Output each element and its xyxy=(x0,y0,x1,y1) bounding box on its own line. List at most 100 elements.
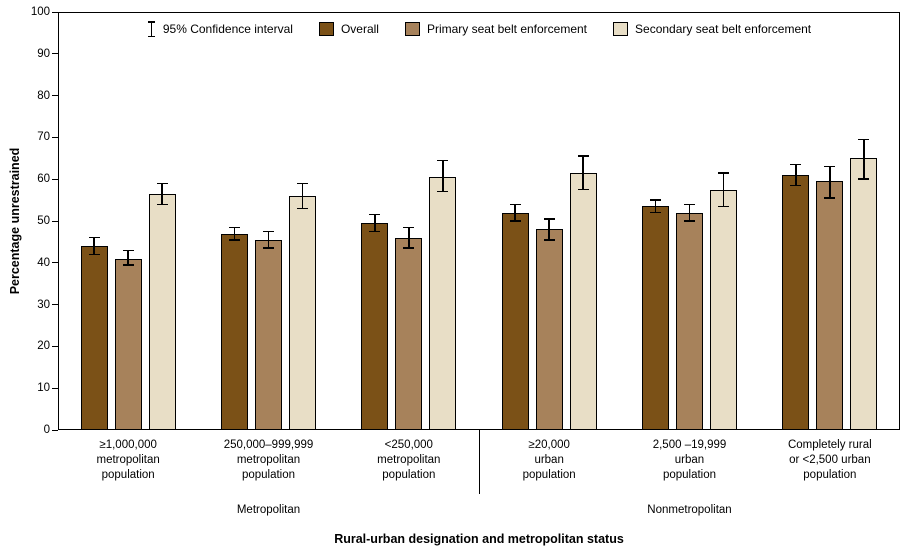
error-bar-overall-5 xyxy=(795,164,797,186)
category-label-line: population xyxy=(101,469,155,481)
error-bar-cap-top xyxy=(88,236,100,239)
category-label-line: population xyxy=(662,469,717,481)
error-bar-cap-bottom xyxy=(824,197,836,199)
error-bar-cap-top xyxy=(858,138,870,141)
error-bar-cap-bottom xyxy=(403,247,415,249)
legend-swatch-primary-enforcement xyxy=(404,22,420,36)
metro-nonmetro-divider xyxy=(479,430,480,494)
y-axis-tick-label: 0 xyxy=(43,424,50,436)
error-bar-cap-top xyxy=(509,203,521,206)
error-bar-primary-seat-belt-enforcement-0 xyxy=(127,250,129,265)
y-axis-tick xyxy=(52,178,58,180)
bar-overall-1 xyxy=(221,233,248,430)
error-bar-cap-bottom xyxy=(684,220,695,222)
legend-label-secondary-enforcement: Secondary seat belt enforcement xyxy=(635,22,812,36)
bar-overall-3 xyxy=(501,212,529,430)
error-bar-overall-0 xyxy=(93,237,95,255)
legend-label-primary-enforcement: Primary seat belt enforcement xyxy=(426,22,588,36)
legend-item-confidence-interval: 95% Confidence interval xyxy=(147,21,293,37)
error-bar-cap-top xyxy=(263,230,274,233)
category-label-line: population xyxy=(803,469,857,481)
error-bar-cap-bottom xyxy=(156,203,168,206)
error-bar-secondary-seat-belt-enforcement-5 xyxy=(863,139,865,180)
bar-primary-seat-belt-enforcement-0 xyxy=(114,258,142,430)
error-bar-primary-seat-belt-enforcement-4 xyxy=(688,204,691,221)
category-label-line: ≥1,000,000 xyxy=(99,439,157,451)
axis-group-label-metropolitan: Metropolitan xyxy=(236,504,301,516)
confidence-interval-icon xyxy=(147,21,156,37)
y-axis-tick xyxy=(52,11,58,13)
category-label-line: 250,000–999,999 xyxy=(223,439,314,451)
category-label-line: metropolitan xyxy=(377,454,441,466)
bar-primary-seat-belt-enforcement-5 xyxy=(816,181,844,430)
y-axis-tick-label: 80 xyxy=(37,89,50,102)
error-bar-primary-seat-belt-enforcement-2 xyxy=(408,227,410,249)
x-axis-title: Rural-urban designation and metropolitan… xyxy=(334,532,624,546)
bar-secondary-seat-belt-enforcement-3 xyxy=(569,172,597,430)
error-bar-primary-seat-belt-enforcement-5 xyxy=(829,166,831,198)
category-label-line: or <2,500 urban xyxy=(789,454,871,466)
category-label-line: urban xyxy=(674,454,705,466)
bar-primary-seat-belt-enforcement-1 xyxy=(255,239,282,430)
legend: 95% Confidence interval Overall Primary … xyxy=(58,21,900,37)
bar-overall-2 xyxy=(361,223,389,430)
legend-swatch-overall xyxy=(318,22,334,36)
category-label-line: population xyxy=(382,469,436,481)
error-bar-cap-bottom xyxy=(88,253,100,256)
bar-primary-seat-belt-enforcement-2 xyxy=(395,237,423,430)
legend-item-primary-enforcement: Primary seat belt enforcement xyxy=(404,22,588,36)
category-label-line: <250,000 xyxy=(384,439,433,451)
category-label-line: ≥20,000 xyxy=(528,439,570,451)
y-axis-tick-label: 70 xyxy=(37,131,50,144)
axis-group-label-nonmetropolitan: Nonmetropolitan xyxy=(647,504,732,516)
bar-secondary-seat-belt-enforcement-5 xyxy=(850,158,878,430)
legend-label-overall: Overall xyxy=(340,22,379,36)
category-label-line: population xyxy=(522,469,576,481)
error-bar-cap-top xyxy=(229,226,240,229)
y-axis-tick xyxy=(52,95,58,97)
error-bar-secondary-seat-belt-enforcement-3 xyxy=(582,156,584,190)
error-bar-cap-top xyxy=(790,163,802,166)
error-bar-cap-top xyxy=(156,182,168,185)
error-bar-cap-top xyxy=(122,249,134,251)
legend-swatch-secondary-enforcement xyxy=(613,22,629,36)
error-bar-cap-bottom xyxy=(509,220,521,222)
y-axis-tick xyxy=(52,304,58,306)
category-label-line: urban xyxy=(534,454,564,466)
error-bar-secondary-seat-belt-enforcement-0 xyxy=(161,183,163,205)
bar-overall-5 xyxy=(782,175,810,430)
category-label-line: metropolitan xyxy=(96,454,160,466)
y-axis-tick-label: 90 xyxy=(37,47,50,60)
bar-secondary-seat-belt-enforcement-4 xyxy=(710,189,737,430)
bar-primary-seat-belt-enforcement-3 xyxy=(535,229,563,430)
y-axis-tick-label: 60 xyxy=(37,173,50,186)
error-bar-overall-3 xyxy=(514,204,516,221)
y-axis-tick-label: 40 xyxy=(37,256,50,269)
category-label-4: 2,500 –19,999 urban population xyxy=(610,438,770,483)
error-bar-cap-bottom xyxy=(650,211,661,214)
category-label-5: Completely rural or <2,500 urban populatio… xyxy=(750,438,909,483)
y-axis-tick xyxy=(52,429,58,431)
error-bar-primary-seat-belt-enforcement-3 xyxy=(548,218,550,240)
category-label-3: ≥20,000 urban population xyxy=(469,438,629,483)
y-axis-tick xyxy=(52,262,58,264)
error-bar-cap-bottom xyxy=(543,239,555,241)
category-label-1: 250,000–999,999 metropolitan population xyxy=(189,438,349,483)
error-bar-secondary-seat-belt-enforcement-4 xyxy=(722,172,725,207)
error-bar-cap-top xyxy=(718,172,729,174)
error-bar-cap-top xyxy=(369,213,381,216)
legend-item-secondary-enforcement: Secondary seat belt enforcement xyxy=(613,22,811,36)
error-bar-cap-bottom xyxy=(790,184,802,187)
plot-area xyxy=(58,12,900,430)
y-axis-tick-label: 50 xyxy=(37,215,50,227)
error-bar-cap-top xyxy=(437,159,449,162)
error-bar-cap-bottom xyxy=(122,264,134,266)
ci-line xyxy=(150,21,153,37)
error-bar-cap-bottom xyxy=(369,230,381,233)
error-bar-cap-top xyxy=(824,165,836,168)
category-label-0: ≥1,000,000 metropolitan population xyxy=(48,438,208,483)
bar-secondary-seat-belt-enforcement-1 xyxy=(289,195,316,430)
error-bar-cap-top xyxy=(403,226,415,229)
legend-item-overall: Overall xyxy=(318,22,379,36)
